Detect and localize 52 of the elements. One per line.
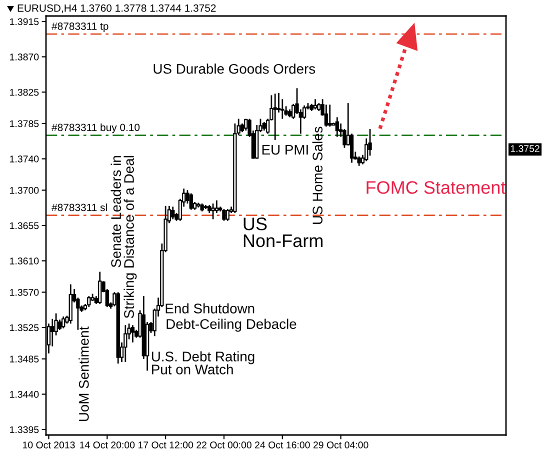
annotation: U.S. Debt Rating Put on Watch (152, 351, 254, 374)
candlestick (324, 104, 328, 128)
candlestick (222, 208, 226, 222)
candlestick (130, 324, 135, 344)
annotation: US Home Sales (312, 126, 323, 224)
y-tick-label: 1.3915 (10, 18, 39, 26)
candlestick (357, 156, 361, 167)
candlestick (58, 318, 62, 331)
x-tick-label: 24 Oct 16:00 (255, 442, 310, 448)
candlestick (226, 208, 230, 222)
candlestick (50, 318, 54, 348)
ref-line-label: #8783311 sl (52, 204, 107, 212)
annotation: Senate Leaders in Striking Distance of a Deal (110, 156, 137, 318)
candlestick (87, 295, 91, 308)
ref-line-label: #8783311 buy 0.10 (52, 123, 140, 134)
text: 1.3752 (510, 145, 540, 152)
candlestick (98, 271, 102, 305)
x-tick-label: 22 Oct 00:00 (196, 442, 252, 448)
y-tick-label: 1.3525 (10, 324, 39, 332)
x-tick-label: 29 Oct 04:00 (313, 442, 368, 448)
y-tick-label: 1.3785 (10, 120, 39, 128)
candlestick (211, 202, 215, 220)
x-tick-label: 17 Oct 12:00 (138, 442, 194, 448)
y-tick-label: 1.3440 (10, 390, 39, 398)
y-tick-label: 1.3825 (10, 88, 39, 96)
annotation: US Durable Goods Orders (154, 64, 316, 74)
candlestick (62, 316, 66, 329)
annotation: UoM Sentiment (78, 326, 89, 422)
y-tick-label: 1.3655 (10, 222, 39, 230)
y-tick-label: 1.3610 (10, 258, 39, 264)
ref-line-label: #8783311 tp (52, 22, 108, 32)
x-tick-label: 14 Oct 20:00 (80, 442, 135, 448)
y-tick-label: 1.3740 (10, 156, 39, 162)
candlestick (214, 200, 219, 214)
candlestick (189, 192, 193, 210)
annotation: End Shutdown (166, 303, 254, 314)
candlestick (273, 92, 277, 141)
candlestick (335, 116, 339, 138)
annotation: EU PMI (262, 144, 308, 155)
candlestick (328, 104, 332, 128)
annotation: FOMC Statement (366, 181, 506, 194)
y-tick-label: 1.3870 (10, 54, 39, 60)
y-tick-label: 1.3700 (10, 186, 39, 194)
candlestick (124, 324, 128, 363)
x-tick-label: 10 Oct 2013 (22, 442, 75, 448)
y-tick-label: 1.3395 (10, 426, 39, 434)
chart-title: EURUSD,H4 1.3760 1.3778 1.3744 1.3752 (18, 4, 216, 14)
annotation: Debt-Ceiling Debacle (166, 318, 296, 332)
y-tick-label: 1.3485 (10, 356, 39, 363)
candlestick (171, 206, 175, 220)
candlestick (313, 98, 318, 110)
y-tick-label: 1.3570 (10, 288, 39, 296)
